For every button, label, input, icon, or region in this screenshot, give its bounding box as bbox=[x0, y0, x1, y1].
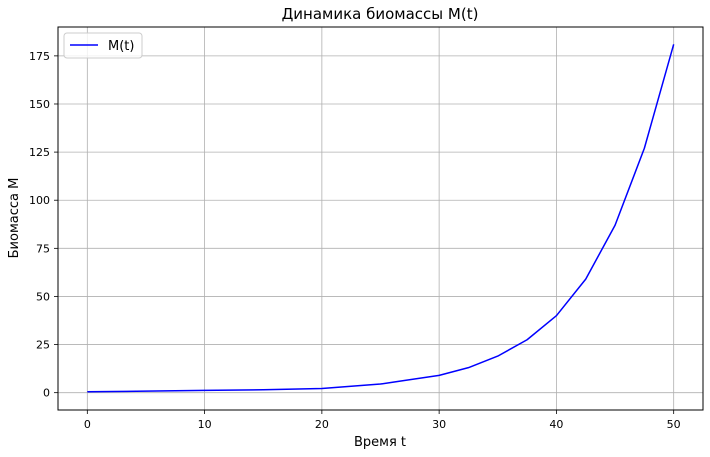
legend-box bbox=[63, 32, 143, 59]
y-tick-label: 175 bbox=[29, 50, 50, 63]
x-tick-label: 0 bbox=[84, 418, 91, 431]
x-tick-label: 30 bbox=[432, 418, 446, 431]
y-tick-label: 150 bbox=[29, 98, 50, 111]
series-line bbox=[87, 44, 675, 393]
y-tick-label: 125 bbox=[29, 146, 50, 159]
grid bbox=[58, 27, 703, 410]
y-tick-label: 100 bbox=[29, 194, 50, 207]
x-tick-label: 40 bbox=[549, 418, 563, 431]
y-axis-label: Биомасса M bbox=[7, 178, 22, 259]
y-tick-label: 25 bbox=[36, 339, 50, 352]
legend: M(t) bbox=[63, 32, 143, 59]
x-tick-label: 50 bbox=[667, 418, 681, 431]
y-tick-label: 0 bbox=[43, 387, 50, 400]
y-tick-label: 75 bbox=[36, 242, 50, 255]
chart-title: Динамика биомассы M(t) bbox=[282, 5, 479, 23]
x-tick-label: 20 bbox=[315, 418, 329, 431]
plot-frame bbox=[57, 26, 704, 411]
x-ticks: 0 10 20 30 40 50 bbox=[84, 410, 681, 431]
y-tick-label: 50 bbox=[36, 290, 50, 303]
y-ticks: 0 25 50 75 100 125 150 175 bbox=[29, 50, 58, 400]
x-tick-label: 10 bbox=[198, 418, 212, 431]
x-axis-label: Время t bbox=[354, 435, 406, 450]
legend-label: M(t) bbox=[108, 39, 134, 54]
series-layer bbox=[87, 44, 675, 393]
